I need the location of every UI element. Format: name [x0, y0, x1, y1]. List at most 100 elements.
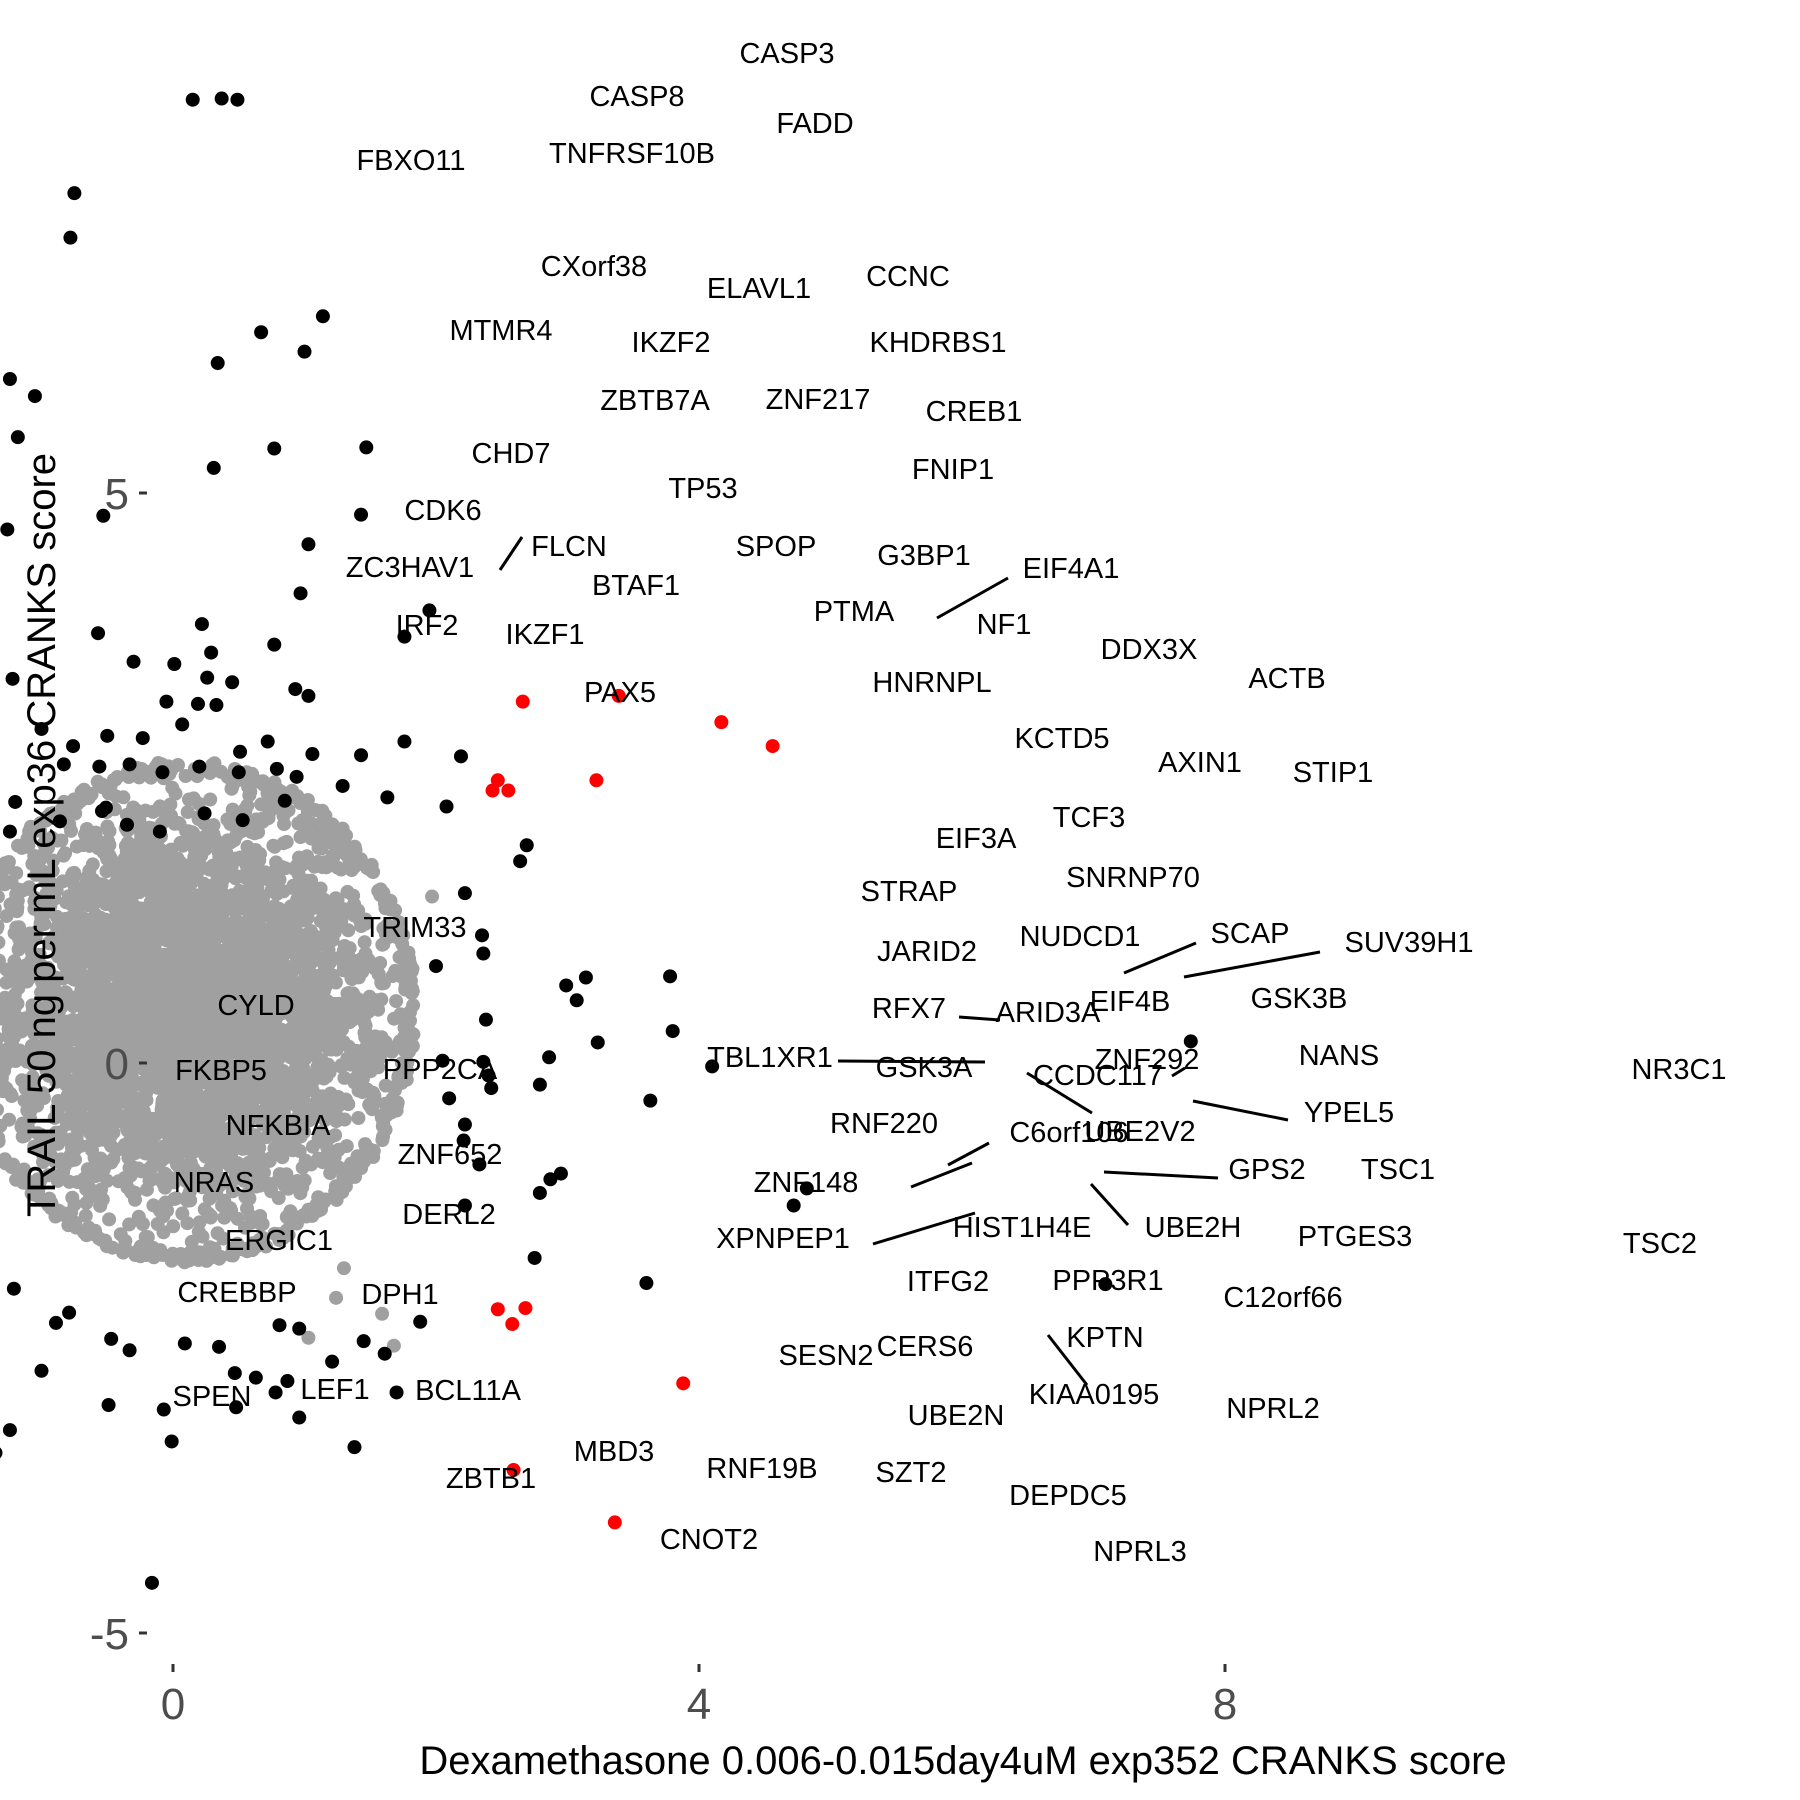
- bulk-point: [138, 1146, 153, 1161]
- bulk-point: [303, 1031, 318, 1046]
- bulk-point: [173, 855, 188, 870]
- bulk-point: [279, 943, 294, 958]
- point-tcf3: [519, 838, 534, 853]
- label-nprl2: NPRL2: [1226, 1393, 1320, 1425]
- point-casp3: [214, 91, 229, 106]
- bulk-point: [301, 993, 316, 1008]
- bulk-point: [189, 963, 203, 978]
- bulk-point: [371, 883, 386, 898]
- bulk-point: [285, 783, 300, 798]
- bulk-point: [146, 942, 161, 956]
- bulk-point: [293, 1186, 308, 1201]
- bulk-point: [267, 1112, 282, 1127]
- bulk-point: [79, 887, 94, 902]
- highlight-point: [231, 765, 246, 780]
- bulk-point: [357, 1055, 372, 1070]
- bulk-point: [92, 1125, 107, 1139]
- bulk-point: [142, 1173, 157, 1188]
- bulk-point: [335, 1022, 350, 1037]
- label-creb1: CREB1: [926, 396, 1023, 428]
- bulk-point: [291, 878, 306, 893]
- bulk-point: [393, 1007, 408, 1022]
- y-axis-title: TRAIL 50 ng per mL exp36 CRANKS score: [20, 453, 64, 1217]
- point-eif4b: [665, 1024, 680, 1039]
- label-cyld: CYLD: [217, 990, 294, 1022]
- point-znf217: [267, 441, 282, 456]
- highlight-point: [190, 696, 205, 711]
- point-itfg2: [527, 1250, 542, 1265]
- highlight-point: [212, 1339, 227, 1354]
- bulk-point: [87, 980, 102, 995]
- bulk-point: [207, 1130, 222, 1145]
- bulk-point: [156, 1225, 171, 1240]
- bulk-point: [149, 1014, 164, 1029]
- bulk-point: [319, 817, 334, 832]
- label-c6orf106: C6orf106: [1009, 1117, 1128, 1149]
- label-fbxo11: FBXO11: [356, 145, 465, 177]
- bulk-point: [21, 838, 36, 853]
- bulk-point: [163, 918, 178, 933]
- bulk-point: [87, 1150, 102, 1165]
- bulk-point: [0, 935, 6, 950]
- point-nprl2: [676, 1376, 691, 1391]
- highlight-point: [34, 1363, 49, 1378]
- bulk-point: [7, 926, 22, 941]
- bulk-point: [217, 1210, 232, 1225]
- bulk-point: [207, 863, 221, 878]
- point-mtmr4: [2, 372, 17, 386]
- bulk-point: [365, 1087, 380, 1101]
- label-ppp3r1: PPP3R1: [1052, 1265, 1163, 1297]
- bulk-point: [118, 1234, 133, 1248]
- bulk-point: [280, 928, 295, 943]
- bulk-point: [41, 960, 55, 975]
- bulk-point: [346, 986, 360, 1001]
- highlight-point: [175, 717, 190, 732]
- label-ikzf2: IKZF2: [632, 327, 711, 359]
- bulk-point: [298, 1153, 313, 1168]
- bulk-point: [156, 1209, 171, 1224]
- bulk-point: [246, 1110, 261, 1125]
- highlight-point: [62, 1305, 77, 1320]
- point-gsk3b: [590, 1035, 605, 1050]
- bulk-point: [178, 1098, 192, 1113]
- bulk-point: [50, 1003, 65, 1018]
- label-btaf1: BTAF1: [592, 570, 680, 602]
- highlight-point: [122, 757, 137, 772]
- bulk-point: [179, 871, 194, 886]
- point-arid3a: [478, 1012, 493, 1027]
- bulk-point: [254, 797, 269, 812]
- point-ube2v2: [532, 1077, 547, 1092]
- highlight-point: [2, 1423, 17, 1438]
- bulk-point: [78, 1208, 93, 1223]
- bulk-point: [369, 993, 383, 1008]
- bulk-point: [0, 1053, 5, 1067]
- bulk-point: [168, 786, 183, 801]
- y-tick-label: -5: [90, 1610, 129, 1659]
- highlight-point: [209, 698, 224, 713]
- bulk-point: [263, 1151, 278, 1166]
- label-trim33: TRIM33: [363, 912, 466, 944]
- label-snrnp70: SNRNP70: [1066, 862, 1200, 894]
- point-actb: [714, 715, 729, 730]
- label-casp3: CASP3: [739, 38, 834, 70]
- point-axin1: [589, 773, 604, 788]
- highlight-point: [301, 688, 316, 703]
- label-nfkbia: NFKBIA: [226, 1110, 331, 1142]
- bulk-point: [136, 882, 151, 896]
- label-ccdc117: CCDC117: [1033, 1060, 1163, 1092]
- point-btaf1: [91, 626, 106, 641]
- bulk-point: [137, 1062, 151, 1077]
- label-cdk6: CDK6: [404, 495, 481, 527]
- bulk-point: [255, 971, 270, 986]
- bulk-point: [195, 951, 210, 966]
- bulk-point: [302, 1081, 317, 1095]
- label-eif4a1: EIF4A1: [1023, 553, 1120, 585]
- bulk-point: [25, 998, 40, 1013]
- bulk-point: [0, 1134, 6, 1149]
- bulk-point: [129, 1006, 144, 1021]
- bulk-point: [300, 849, 314, 864]
- highlight-point: [159, 694, 174, 709]
- bulk-point: [181, 1117, 196, 1132]
- bulk-point: [68, 1152, 82, 1167]
- bulk-point: [203, 1190, 218, 1205]
